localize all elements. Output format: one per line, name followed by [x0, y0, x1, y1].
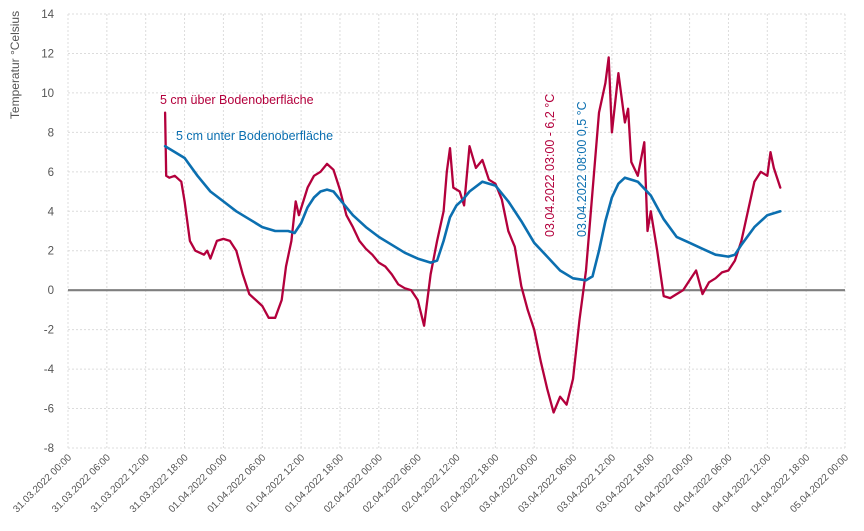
- y-tick-label: 6: [48, 167, 54, 179]
- y-tick-label: -8: [44, 443, 54, 455]
- y-tick-label: 10: [41, 88, 54, 100]
- series-label-below-surface: 5 cm unter Bodenoberfläche: [176, 129, 333, 143]
- series-line-below-surface: [163, 144, 782, 282]
- annotation-min-above-surface: 03.04.2022 03:00 - 6,2 °C: [543, 94, 557, 237]
- y-tick-label: 8: [48, 127, 54, 139]
- y-tick-label: -6: [44, 404, 54, 416]
- y-tick-label: 14: [41, 9, 54, 21]
- y-tick-label: 4: [48, 206, 55, 218]
- annotation-min-below-surface: 03.04.2022 08:00 0,5 °C: [575, 101, 589, 237]
- y-tick-label: -4: [44, 364, 55, 376]
- series-line-above-surface: [163, 56, 782, 414]
- series-lines: [163, 56, 782, 414]
- y-tick-label: 0: [48, 285, 54, 297]
- y-axis-ticks: -8 -6 -4 -2 0 2 4 6 8 10 12 14: [41, 9, 54, 455]
- y-axis-label: Temperatur °Celsius: [8, 11, 22, 119]
- y-tick-label: 2: [48, 246, 54, 258]
- y-tick-label: -2: [44, 325, 54, 337]
- y-tick-label: 12: [41, 48, 54, 60]
- series-label-above-surface: 5 cm über Bodenoberfläche: [160, 93, 314, 107]
- grid: [67, 13, 846, 449]
